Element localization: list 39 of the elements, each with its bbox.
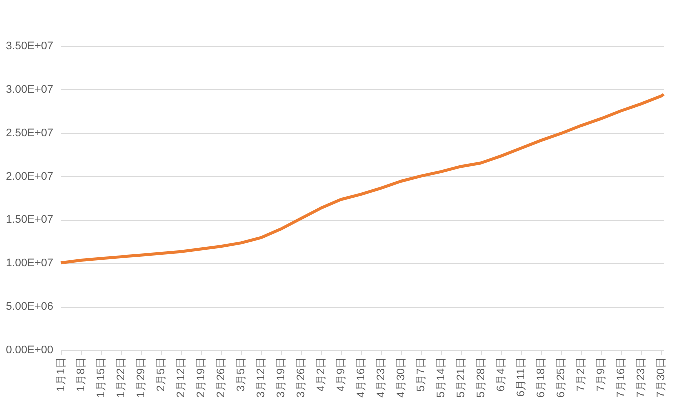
x-tick-label: 6月18日	[536, 358, 548, 398]
x-tick-label: 4月16日	[356, 358, 368, 398]
x-tick-label: 2月12日	[176, 358, 188, 398]
x-tick-label: 5月7日	[416, 358, 428, 392]
y-tick-label: 3.50E+07	[6, 40, 54, 52]
x-tick-label: 2月5日	[156, 358, 168, 392]
x-tick-label: 4月2日	[316, 358, 328, 392]
x-tick-label: 1月1日	[56, 358, 68, 392]
x-tick-label: 5月21日	[456, 358, 468, 398]
x-tick-label: 7月16日	[616, 358, 628, 398]
x-tick-label: 7月23日	[636, 358, 648, 398]
y-tick-label: 2.00E+07	[6, 170, 54, 183]
x-tick-label: 3月26日	[296, 358, 308, 398]
x-tick-label: 7月9日	[596, 358, 608, 392]
y-tick-label: 1.00E+07	[6, 258, 54, 270]
x-tick-label: 3月12日	[256, 358, 268, 398]
y-tick-label: 5.00E+06	[6, 301, 54, 314]
x-tick-label: 7月30日	[656, 358, 668, 398]
y-tick-label: 0.00E+00	[6, 344, 54, 356]
y-tick-label: 1.50E+07	[6, 214, 54, 226]
x-tick-label: 3月5日	[236, 358, 248, 392]
y-tick-label: 2.50E+07	[6, 127, 54, 140]
x-tick-label: 2月19日	[196, 358, 208, 398]
y-tick-label: 3.00E+07	[6, 84, 54, 96]
x-tick-label: 3月19日	[276, 358, 288, 398]
x-tick-label: 5月14日	[436, 358, 448, 398]
x-tick-label: 1月15日	[96, 358, 108, 398]
x-tick-label: 4月30日	[396, 358, 408, 398]
x-tick-label: 1月22日	[116, 358, 128, 398]
x-tick-label: 6月4日	[496, 358, 508, 392]
x-tick-label: 1月8日	[76, 358, 88, 392]
x-tick-label: 4月23日	[376, 358, 388, 398]
x-tick-label: 5月28日	[476, 358, 488, 398]
x-tick-label: 6月25日	[556, 358, 568, 398]
x-tick-label: 1月29日	[136, 358, 148, 398]
x-tick-label: 6月11日	[516, 358, 528, 398]
x-tick-label: 4月9日	[336, 358, 348, 392]
x-tick-label: 2月26日	[216, 358, 228, 398]
x-tick-label: 7月2日	[576, 358, 588, 392]
